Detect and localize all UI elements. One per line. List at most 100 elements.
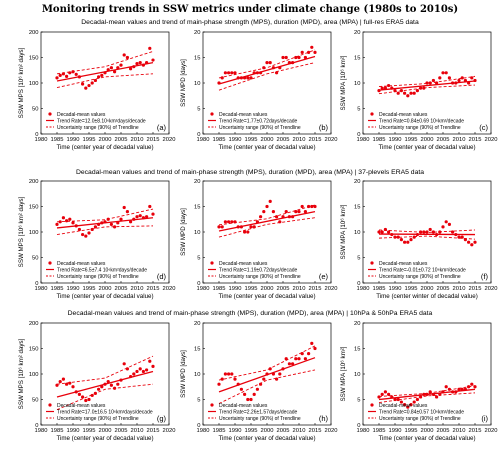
y-tick-label: 0 [35, 132, 38, 138]
x-tick-label: 2020 [325, 428, 338, 434]
legend-marker-points [370, 112, 374, 116]
x-tick-label: 1980 [35, 137, 48, 143]
y-axis-label: SSW MPS [10⁶ km² days] [18, 196, 25, 267]
legend-marker-points [210, 261, 214, 265]
panel-label: (h) [319, 414, 329, 423]
data-point [380, 230, 384, 234]
x-tick-label: 1995 [83, 137, 96, 143]
band-lower-line [218, 369, 316, 404]
x-tick-label: 1985 [51, 137, 64, 143]
band-upper-line [56, 355, 154, 385]
data-point [444, 71, 448, 75]
data-point [230, 71, 234, 75]
plot-area [40, 31, 170, 135]
x-tick-label: 2000 [99, 137, 112, 143]
data-point [74, 72, 78, 76]
data-point [294, 55, 298, 60]
legend-trend-label: Trend Rate=2.26±1.57days/decade [219, 409, 298, 415]
panel-label: (d) [157, 272, 167, 281]
legend-points-label: Decadal-mean values [219, 403, 268, 409]
data-point [116, 66, 120, 70]
data-point [393, 235, 397, 239]
data-point [419, 230, 423, 234]
data-point [463, 238, 467, 242]
x-tick-label: 2015 [147, 286, 160, 292]
data-point [84, 398, 88, 403]
data-point [93, 78, 97, 83]
y-tick-label: 0 [357, 281, 360, 287]
y-tick-label: 5 [357, 107, 360, 113]
legend-trend-label: Trend Rate=0.84±0.57 10⁶km²/decade [379, 409, 464, 415]
data-point [473, 78, 477, 83]
data-point [55, 383, 59, 387]
trend-line [378, 233, 476, 236]
data-point [103, 382, 107, 386]
x-tick-label: 2005 [437, 428, 450, 434]
x-tick-label: 2020 [485, 137, 498, 143]
trend-line [218, 55, 316, 85]
x-tick-label: 2020 [163, 286, 176, 292]
data-point [396, 91, 400, 95]
x-tick-label: 2015 [469, 286, 482, 292]
x-axis-label: Time (center year of decadal value) [218, 293, 315, 300]
x-tick-label: 2015 [469, 428, 482, 434]
data-point [313, 204, 317, 209]
data-point [217, 81, 221, 85]
legend-points-label: Decadal-mean values [219, 261, 268, 267]
data-point [77, 75, 81, 79]
x-tick-label: 1990 [389, 137, 402, 143]
data-point [291, 362, 295, 366]
data-point [220, 225, 224, 229]
y-tick-label: 150 [29, 347, 39, 353]
y-tick-label: 20 [194, 30, 200, 36]
x-tick-label: 1990 [389, 286, 402, 292]
data-point [460, 76, 464, 80]
data-point [71, 70, 75, 74]
data-point [457, 78, 461, 83]
row-title-3: Decadal-mean values and trend of main-ph… [68, 310, 433, 317]
y-tick-label: 15 [194, 205, 200, 211]
data-point [425, 392, 429, 396]
data-point [377, 395, 381, 399]
data-point [428, 390, 432, 394]
data-point [58, 380, 62, 384]
x-tick-label: 2010 [131, 137, 144, 143]
x-tick-label: 2015 [469, 137, 482, 143]
chart-panels: 1980 1985 1990 1995 2000 2005 2010 2015 20200501… [18, 30, 497, 442]
x-tick-label: 2005 [437, 137, 450, 143]
data-point [300, 50, 304, 55]
data-point [281, 215, 285, 219]
legend-points-label: Decadal-mean values [219, 112, 268, 118]
data-point [227, 220, 231, 224]
data-point [268, 199, 272, 203]
y-tick-label: 0 [357, 132, 360, 138]
data-point [148, 359, 152, 363]
panel-label: (b) [319, 123, 329, 132]
data-point [268, 61, 272, 65]
x-tick-label: 2000 [99, 428, 112, 434]
y-tick-label: 10 [354, 230, 360, 236]
data-point [422, 86, 426, 90]
data-point [132, 217, 136, 221]
band-lower-line [218, 217, 316, 238]
legend-points-label: Decadal-mean values [57, 261, 106, 267]
data-point [447, 76, 451, 80]
x-tick-label: 1980 [357, 286, 370, 292]
data-point [113, 225, 117, 229]
data-point [135, 215, 139, 219]
data-point [233, 377, 237, 381]
chart-panel-h: 1980 1985 1990 1995 2000 2005 2010 2015 20200510… [180, 321, 337, 442]
data-point [435, 81, 439, 85]
data-point [77, 227, 81, 232]
data-point [425, 230, 429, 234]
x-tick-label: 2010 [453, 428, 466, 434]
data-point [460, 235, 464, 239]
x-tick-label: 1985 [213, 428, 226, 434]
x-axis-label: Time (center year of decadal value) [378, 144, 475, 151]
band-lower-line [218, 62, 316, 91]
data-point [100, 221, 104, 225]
data-point [467, 385, 471, 389]
data-point [380, 86, 384, 90]
x-tick-label: 1995 [245, 428, 258, 434]
